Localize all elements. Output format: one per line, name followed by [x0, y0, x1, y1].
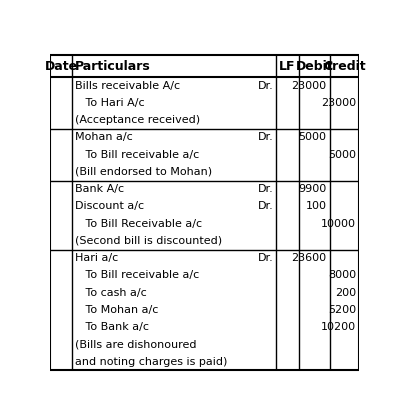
Text: Mohan a/c: Mohan a/c: [75, 132, 133, 142]
Text: Dr.: Dr.: [257, 81, 273, 91]
Text: Bank A/c: Bank A/c: [75, 184, 124, 194]
Text: LF: LF: [279, 59, 295, 72]
Text: (Acceptance received): (Acceptance received): [75, 115, 200, 125]
Text: 23600: 23600: [292, 253, 327, 263]
Text: (Bills are dishonoured: (Bills are dishonoured: [75, 339, 196, 349]
Text: 5000: 5000: [328, 150, 356, 160]
Text: Credit: Credit: [323, 59, 366, 72]
Text: To Bill receivable a/c: To Bill receivable a/c: [75, 270, 199, 280]
Text: 5200: 5200: [328, 305, 356, 315]
Text: To Mohan a/c: To Mohan a/c: [75, 305, 158, 315]
Text: Dr.: Dr.: [257, 253, 273, 263]
Text: 200: 200: [335, 288, 356, 297]
Text: Dr.: Dr.: [257, 184, 273, 194]
Text: To Bill Receivable a/c: To Bill Receivable a/c: [75, 219, 202, 229]
Text: Date: Date: [45, 59, 78, 72]
Text: 23000: 23000: [321, 98, 356, 108]
Text: Discount a/c: Discount a/c: [75, 202, 144, 212]
Text: To Hari A/c: To Hari A/c: [75, 98, 144, 108]
Text: 10000: 10000: [321, 219, 356, 229]
Text: 23000: 23000: [292, 81, 327, 91]
Text: Dr.: Dr.: [257, 202, 273, 212]
Text: To Bank a/c: To Bank a/c: [75, 322, 149, 332]
Text: Bills receivable A/c: Bills receivable A/c: [75, 81, 180, 91]
Text: Dr.: Dr.: [257, 132, 273, 142]
Text: 8000: 8000: [328, 270, 356, 280]
Text: To cash a/c: To cash a/c: [75, 288, 147, 297]
Text: To Bill receivable a/c: To Bill receivable a/c: [75, 150, 199, 160]
Text: 100: 100: [306, 202, 327, 212]
Text: and noting charges is paid): and noting charges is paid): [75, 357, 227, 367]
Text: (Second bill is discounted): (Second bill is discounted): [75, 236, 222, 246]
Text: Debit: Debit: [295, 59, 333, 72]
Text: 5000: 5000: [298, 132, 327, 142]
Text: Hari a/c: Hari a/c: [75, 253, 118, 263]
Text: Particulars: Particulars: [75, 59, 151, 72]
Text: 10200: 10200: [321, 322, 356, 332]
Text: 9900: 9900: [298, 184, 327, 194]
Text: (Bill endorsed to Mohan): (Bill endorsed to Mohan): [75, 167, 212, 177]
